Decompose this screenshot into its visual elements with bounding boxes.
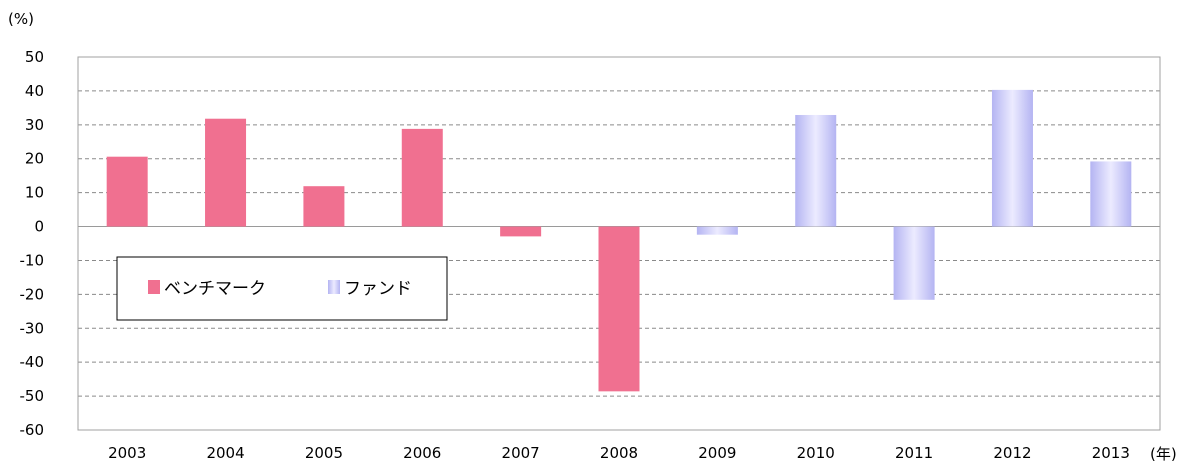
bar-fund bbox=[991, 89, 1033, 227]
legend-label-benchmark: ベンチマーク bbox=[164, 279, 266, 299]
legend-label-fund: ファンド bbox=[344, 279, 412, 299]
y-tick-label: -20 bbox=[20, 285, 45, 303]
x-tick-label: 2008 bbox=[600, 444, 638, 462]
bar-fund bbox=[893, 226, 935, 300]
plot-area-border bbox=[77, 56, 1161, 431]
y-tick-label: -60 bbox=[20, 421, 45, 439]
y-tick-label: -10 bbox=[20, 251, 45, 269]
legend-box bbox=[116, 256, 448, 321]
y-tick-label: -50 bbox=[20, 387, 45, 405]
bar-benchmark bbox=[205, 118, 247, 227]
bar-fund bbox=[696, 226, 738, 235]
x-tick-label: 2004 bbox=[206, 444, 244, 462]
x-tick-label: 2006 bbox=[403, 444, 441, 462]
x-tick-label: 2010 bbox=[797, 444, 835, 462]
x-tick-label: 2012 bbox=[993, 444, 1031, 462]
y-tick-label: 30 bbox=[25, 116, 44, 134]
x-axis-unit-label: (年) bbox=[1150, 445, 1177, 463]
y-tick-label: 10 bbox=[25, 184, 44, 202]
y-axis-unit-label: (%) bbox=[8, 10, 34, 28]
x-axis-ticks: 2003 2004 2005 2006 2007 2008 2009 2010 2011 2012… bbox=[108, 444, 1130, 462]
legend-swatch-fund bbox=[328, 280, 340, 294]
bar-benchmark bbox=[303, 186, 345, 227]
y-tick-label: -30 bbox=[20, 319, 45, 337]
x-tick-label: 2005 bbox=[305, 444, 343, 462]
legend: ベンチマーク ファンド bbox=[116, 256, 448, 321]
x-tick-label: 2009 bbox=[698, 444, 736, 462]
bar-fund bbox=[795, 114, 837, 227]
bar-benchmark bbox=[598, 226, 640, 392]
bar-benchmark bbox=[106, 156, 148, 227]
y-axis-ticks: 50 40 30 20 10 0 -10 -20 -30 -40 -50 -60 bbox=[20, 48, 45, 439]
bar-fund bbox=[1090, 161, 1132, 227]
bar-benchmark bbox=[401, 128, 443, 227]
y-tick-label: -40 bbox=[20, 353, 45, 371]
y-tick-label: 0 bbox=[34, 218, 44, 236]
x-tick-label: 2003 bbox=[108, 444, 146, 462]
x-tick-label: 2011 bbox=[895, 444, 933, 462]
y-tick-label: 50 bbox=[25, 48, 44, 66]
x-tick-label: 2013 bbox=[1092, 444, 1130, 462]
legend-swatch-benchmark bbox=[148, 280, 160, 294]
bar-benchmark bbox=[500, 226, 542, 237]
bars bbox=[106, 89, 1132, 392]
x-tick-label: 2007 bbox=[502, 444, 540, 462]
y-tick-label: 20 bbox=[25, 150, 44, 168]
y-tick-label: 40 bbox=[25, 82, 44, 100]
